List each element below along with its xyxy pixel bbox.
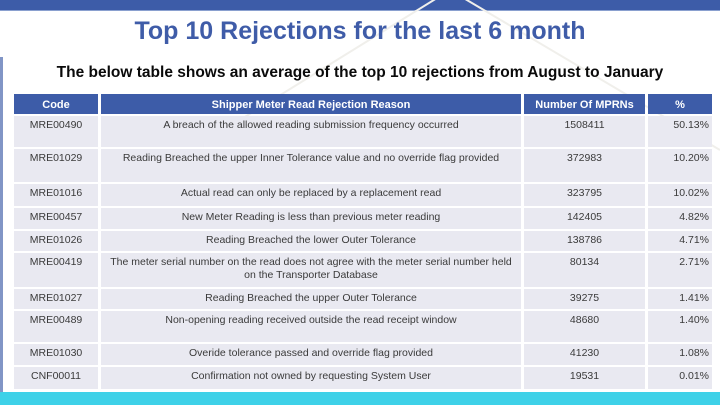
cell-code: MRE00457 bbox=[14, 208, 98, 229]
cell-percent: 10.02% bbox=[648, 184, 712, 206]
bottom-accent-bar bbox=[0, 392, 720, 405]
rejections-table: Code Shipper Meter Read Rejection Reason… bbox=[14, 94, 712, 391]
page-title: Top 10 Rejections for the last 6 month bbox=[134, 17, 586, 45]
cell-code: CNF00011 bbox=[14, 367, 98, 389]
cell-reason: A breach of the allowed reading submissi… bbox=[101, 116, 521, 147]
left-accent-line bbox=[0, 57, 3, 392]
cell-code: MRE01030 bbox=[14, 344, 98, 365]
cell-code: MRE01016 bbox=[14, 184, 98, 206]
table-row: MRE01016 Actual read can only be replace… bbox=[14, 184, 712, 206]
cell-reason: The meter serial number on the read does… bbox=[101, 253, 521, 287]
cell-mprns: 323795 bbox=[524, 184, 645, 206]
cell-percent: 4.82% bbox=[648, 208, 712, 229]
cell-mprns: 138786 bbox=[524, 231, 645, 251]
cell-reason: Non-opening reading received outside the… bbox=[101, 311, 521, 342]
cell-code: MRE00419 bbox=[14, 253, 98, 287]
cell-percent: 1.08% bbox=[648, 344, 712, 365]
cell-code: MRE01026 bbox=[14, 231, 98, 251]
cell-mprns: 372983 bbox=[524, 149, 645, 182]
cell-mprns: 41230 bbox=[524, 344, 645, 365]
cell-mprns: 48680 bbox=[524, 311, 645, 342]
cell-code: MRE00489 bbox=[14, 311, 98, 342]
cell-mprns: 142405 bbox=[524, 208, 645, 229]
cell-mprns: 80134 bbox=[524, 253, 645, 287]
table-row: MRE01030 Overide tolerance passed and ov… bbox=[14, 344, 712, 365]
cell-code: MRE01029 bbox=[14, 149, 98, 182]
cell-reason: Reading Breached the lower Outer Toleran… bbox=[101, 231, 521, 251]
column-header-reason: Shipper Meter Read Rejection Reason bbox=[101, 94, 521, 114]
table-row: MRE00489 Non-opening reading received ou… bbox=[14, 311, 712, 342]
cell-percent: 10.20% bbox=[648, 149, 712, 182]
cell-code: MRE01027 bbox=[14, 289, 98, 309]
column-header-percent: % bbox=[648, 94, 712, 114]
cell-percent: 4.71% bbox=[648, 231, 712, 251]
cell-percent: 1.40% bbox=[648, 311, 712, 342]
cell-reason: Confirmation not owned by requesting Sys… bbox=[101, 367, 521, 389]
top-accent-bar bbox=[0, 0, 720, 11]
cell-mprns: 19531 bbox=[524, 367, 645, 389]
cell-reason: Overide tolerance passed and override fl… bbox=[101, 344, 521, 365]
cell-reason: Actual read can only be replaced by a re… bbox=[101, 184, 521, 206]
cell-code: MRE00490 bbox=[14, 116, 98, 147]
table-row: MRE00490 A breach of the allowed reading… bbox=[14, 116, 712, 147]
cell-percent: 0.01% bbox=[648, 367, 712, 389]
column-header-mprns: Number Of MPRNs bbox=[524, 94, 645, 114]
table-row: MRE00457 New Meter Reading is less than … bbox=[14, 208, 712, 229]
table-row: MRE01027 Reading Breached the upper Oute… bbox=[14, 289, 712, 309]
cell-percent: 50.13% bbox=[648, 116, 712, 147]
cell-percent: 1.41% bbox=[648, 289, 712, 309]
cell-percent: 2.71% bbox=[648, 253, 712, 287]
cell-mprns: 39275 bbox=[524, 289, 645, 309]
table-row: MRE00419 The meter serial number on the … bbox=[14, 253, 712, 287]
table-header-row: Code Shipper Meter Read Rejection Reason… bbox=[14, 94, 712, 114]
cell-reason: Reading Breached the upper Inner Toleran… bbox=[101, 149, 521, 182]
table-row: MRE01026 Reading Breached the lower Oute… bbox=[14, 231, 712, 251]
cell-reason: Reading Breached the upper Outer Toleran… bbox=[101, 289, 521, 309]
cell-reason: New Meter Reading is less than previous … bbox=[101, 208, 521, 229]
cell-mprns: 1508411 bbox=[524, 116, 645, 147]
table-row: CNF00011 Confirmation not owned by reque… bbox=[14, 367, 712, 389]
page-subtitle: The below table shows an average of the … bbox=[56, 64, 664, 81]
table-row: MRE01029 Reading Breached the upper Inne… bbox=[14, 149, 712, 182]
column-header-code: Code bbox=[14, 94, 98, 114]
